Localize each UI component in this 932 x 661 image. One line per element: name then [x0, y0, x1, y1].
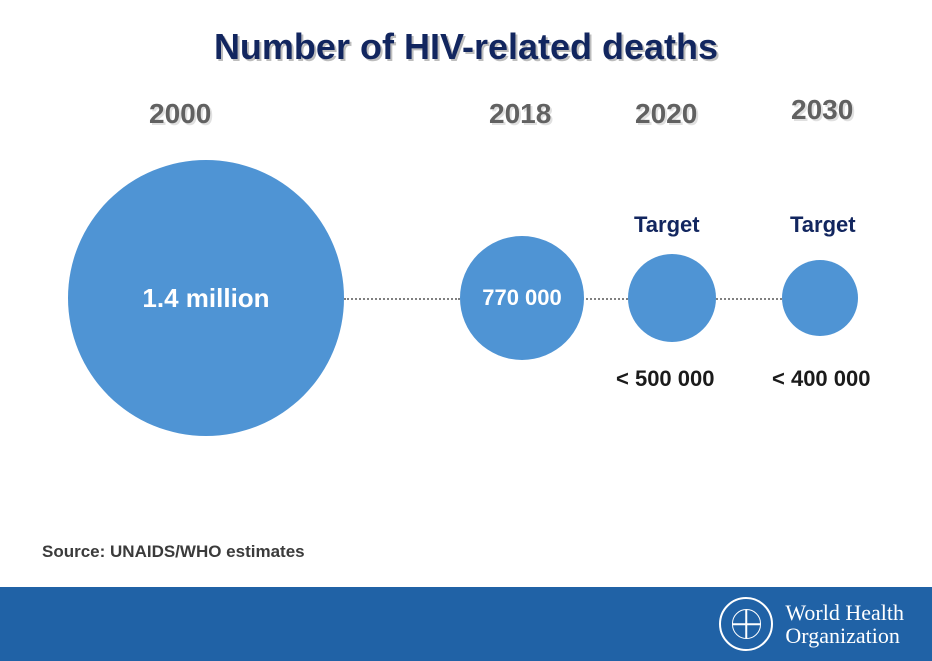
who-line2: Organization — [785, 624, 904, 647]
year-text: 2030 — [791, 94, 853, 125]
circle-2020 — [628, 254, 716, 342]
who-line1: World Health — [785, 601, 904, 624]
below-label-2020: < 500 000 — [616, 366, 714, 392]
globe-icon — [732, 609, 762, 639]
chart-title: Number of HIV-related deaths Number of H… — [0, 26, 932, 68]
title-text: Number of HIV-related deaths — [214, 26, 718, 67]
target-label-2020: Target — [634, 212, 700, 238]
source-text: Source: UNAIDS/WHO estimates — [42, 542, 305, 562]
who-text: World Health Organization — [785, 601, 904, 647]
year-label-2020: 2020 2020 — [635, 98, 697, 130]
year-label-2030: 2030 2030 — [791, 94, 853, 126]
globe-equator — [733, 623, 761, 625]
year-text: 2018 — [489, 98, 551, 129]
connector-1 — [344, 298, 460, 300]
value-2000: 1.4 million — [142, 283, 269, 314]
year-text: 2000 — [149, 98, 211, 129]
value-2018: 770 000 — [482, 285, 562, 311]
year-label-2000: 2000 2000 — [149, 98, 211, 130]
connector-2 — [582, 298, 628, 300]
target-label-2030: Target — [790, 212, 856, 238]
year-label-2018: 2018 2018 — [489, 98, 551, 130]
who-emblem-icon — [719, 597, 773, 651]
year-text: 2020 — [635, 98, 697, 129]
who-logo: World Health Organization — [719, 597, 904, 651]
footer-bar: World Health Organization — [0, 587, 932, 661]
circle-2030 — [782, 260, 858, 336]
circle-2018: 770 000 — [460, 236, 584, 360]
circle-2000: 1.4 million — [68, 160, 344, 436]
connector-3 — [716, 298, 782, 300]
below-label-2030: < 400 000 — [772, 366, 870, 392]
infographic-stage: Number of HIV-related deaths Number of H… — [0, 0, 932, 661]
